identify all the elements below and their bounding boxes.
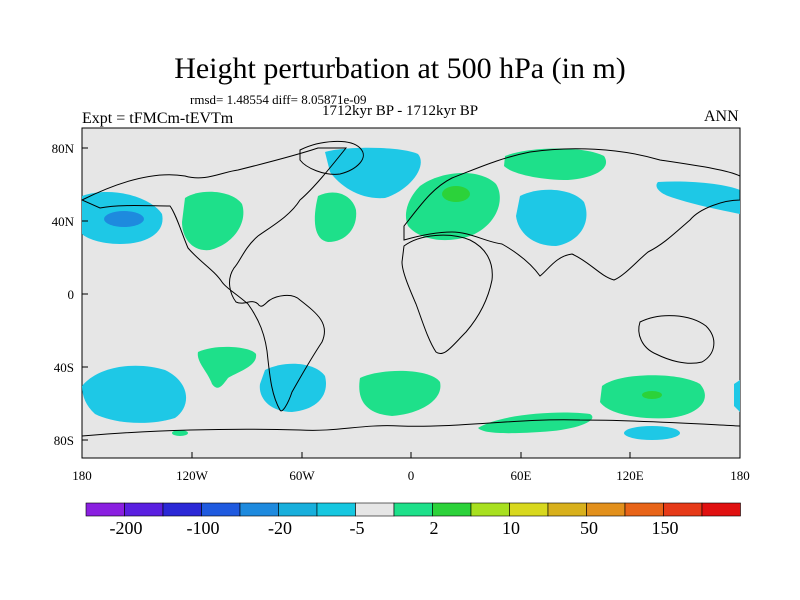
colorbar-box [393,502,433,517]
colorbar-box [470,502,510,517]
anomaly-pos-antarctic [478,412,593,434]
colorbar-box [701,502,741,517]
lon-tick-180e: 180 [730,468,750,483]
lat-tick-80n: 80N [51,141,74,156]
stats-line: rmsd= 1.48554 diff= 8.05871e-09 [190,92,367,107]
lon-tick-0: 0 [407,468,415,483]
africa-outline [401,234,493,354]
lon-tick-120e: 120E [616,468,644,483]
anomaly-neg-npacific-core [104,211,144,227]
colorbar [85,502,741,517]
lat-tick-80s: 80S [53,433,74,448]
lon-tick-180w: 180 [72,468,92,483]
period-label: 1712kyr BP - 1712kyr BP [322,103,479,119]
colorbar-box [663,502,703,517]
colorbar-box [201,502,241,517]
coastlines [80,140,741,437]
anomaly-pos-seastpacific [197,346,257,388]
americas-outline [80,147,348,412]
colorbar-box [239,502,279,517]
colorbar-box [432,502,472,517]
colorbar-box [547,502,587,517]
anomaly-pos-siberia [504,148,607,180]
antarctica-outline [81,419,741,437]
colorbar-label: -100 [186,518,220,538]
colorbar-label: 50 [580,518,598,538]
lon-tick-120w: 120W [176,468,208,483]
colorbar-box [355,502,395,517]
experiment-label: Expt = tFMCm-tEVTm [82,110,234,127]
colorbar-label: 2 [429,518,439,538]
anomaly-neg-asia [516,189,587,246]
anomaly-neg-east-edge [734,380,740,412]
colorbar-label: -200 [109,518,143,538]
positive-anomalies [172,148,705,436]
lat-tick-0: 0 [67,287,75,302]
anomaly-pos-namerica [182,191,244,251]
map-title: Height perturbation at 500 hPa (in m) [174,52,626,85]
greenland-outline [299,140,364,175]
anomaly-pos-indian-core [642,391,662,399]
anomaly-neg-spacific [82,365,187,423]
anomaly-pos-small [172,430,188,436]
colorbar-label: -5 [349,518,365,538]
colorbar-box [85,502,125,517]
colorbar-box [162,502,202,517]
anomaly-neg-npacific-east [656,181,740,214]
colorbar-label: -20 [268,518,292,538]
colorbar-box [509,502,549,517]
anomaly-neg-satlantic [259,363,327,412]
axis-ticks [81,147,741,458]
anomaly-pos-southatlantic [359,370,441,416]
eurasia-outline [403,148,741,281]
lat-tick-40s: 40S [53,360,74,375]
anomaly-pos-europe-core [442,186,470,202]
lat-tick-40n: 40N [51,214,74,229]
colorbar-box [586,502,626,517]
lon-tick-60e: 60E [510,468,532,483]
colorbar-box [316,502,356,517]
colorbar-box [124,502,164,517]
colorbar-box [624,502,664,517]
anomaly-neg-natlantic [325,147,421,199]
negative-anomalies [82,147,740,440]
anomaly-pos-europe [405,172,500,241]
season-label: ANN [704,108,739,125]
anomaly-neg-antarctic [624,426,680,440]
colorbar-label: 150 [651,518,679,538]
colorbar-label: 10 [502,518,520,538]
colorbar-box [278,502,318,517]
anomaly-pos-watlantic [314,192,357,242]
lon-tick-60w: 60W [289,468,315,483]
australia-outline [638,315,715,364]
